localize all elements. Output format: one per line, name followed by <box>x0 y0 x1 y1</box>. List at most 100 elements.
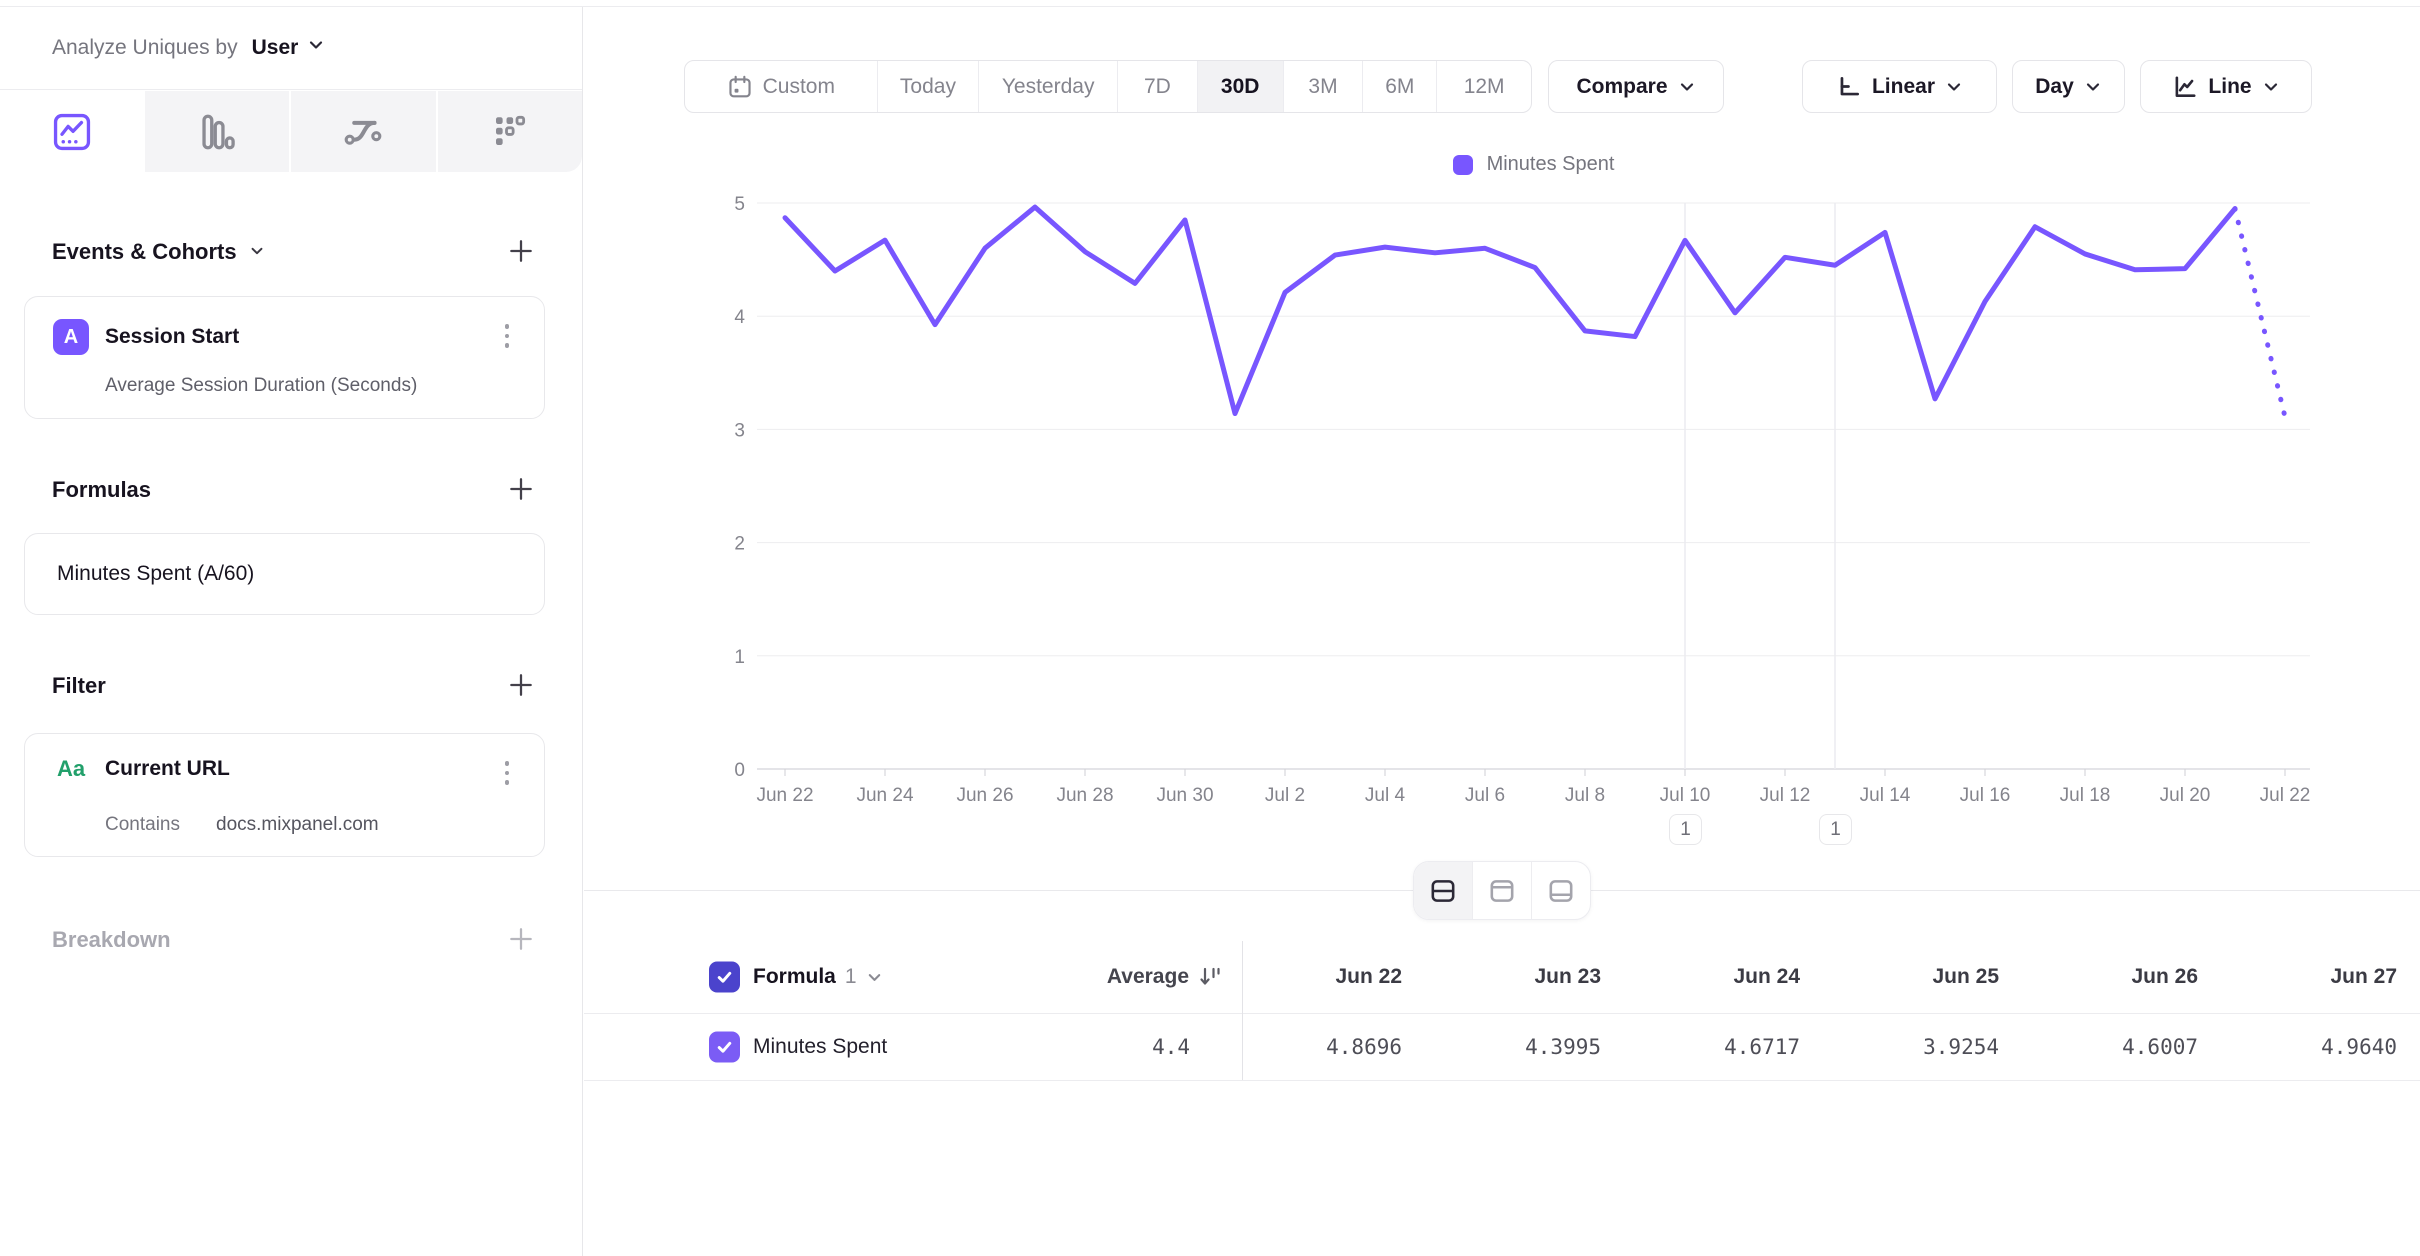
top-border <box>0 6 2420 7</box>
formula-expression: Minutes Spent (A/60) <box>57 562 255 585</box>
date-range-group: Custom Today Yesterday 7D 30D 3M 6M 12M <box>684 60 1532 113</box>
bottom-layout-icon <box>1549 879 1573 902</box>
chevron-down-icon[interactable] <box>249 239 265 265</box>
chevron-down-icon <box>868 973 880 981</box>
filter-header: Filter <box>52 671 106 701</box>
series-line <box>782 204 2238 417</box>
formulas-title: Formulas <box>52 477 152 502</box>
date-range-7d[interactable]: 7D <box>1118 61 1198 112</box>
analyze-by-dropdown[interactable]: User <box>252 36 326 60</box>
annotation-badge[interactable]: 1 <box>1669 814 1702 845</box>
date-range-today[interactable]: Today <box>878 61 980 112</box>
viz-tabs <box>0 91 582 172</box>
viz-tab-bar[interactable] <box>144 91 289 172</box>
row-checkbox[interactable] <box>709 1031 740 1063</box>
legend-swatch <box>1452 154 1473 175</box>
formula-column-index: 1 <box>844 965 857 988</box>
interval-button[interactable]: Day <box>2012 60 2125 113</box>
filter-value[interactable]: docs.mixpanel.com <box>216 814 379 835</box>
chart-type-button[interactable]: Line <box>2140 60 2312 113</box>
table-cell-value: 4.8696 <box>1326 1035 1402 1059</box>
line-chart-icon <box>2175 75 2196 97</box>
table-date-header[interactable]: Jun 23 <box>1534 965 1601 988</box>
date-range-custom[interactable]: Custom <box>685 61 878 112</box>
add-filter-button[interactable] <box>506 671 536 701</box>
date-range-label: 12M <box>1463 74 1505 98</box>
table-date-header[interactable]: Jun 22 <box>1335 965 1402 988</box>
svg-text:Jul 4: Jul 4 <box>1365 785 1406 806</box>
series-line-incomplete <box>2232 206 2288 420</box>
add-formula-button[interactable] <box>506 475 536 505</box>
layout-toggle-chart-only[interactable] <box>1472 862 1531 919</box>
table-column-divider <box>1242 941 1243 1080</box>
svg-text:2: 2 <box>734 534 745 555</box>
select-all-checkbox[interactable] <box>709 961 740 993</box>
svg-text:0: 0 <box>734 760 745 781</box>
breakdown-title: Breakdown <box>52 927 171 952</box>
table-date-header[interactable]: Jun 24 <box>1733 965 1800 988</box>
svg-text:Jul 10: Jul 10 <box>1660 785 1711 806</box>
table-cell-value: 4.6717 <box>1724 1035 1800 1059</box>
formula-card[interactable]: Minutes Spent (A/60) <box>24 533 545 615</box>
line-chart: 0 1 2 3 4 5 Jun 22 Jun 24 Jun 26 Jun 28 Jun 30 Jul … <box>734 194 2311 806</box>
svg-text:Jul 14: Jul 14 <box>1860 785 1911 806</box>
viz-tab-insights[interactable] <box>0 91 145 172</box>
viz-tab-retention[interactable] <box>435 91 582 172</box>
table-date-header[interactable]: Jun 26 <box>2131 965 2198 988</box>
date-range-12m[interactable]: 12M <box>1437 61 1531 112</box>
date-range-label: 7D <box>1143 74 1171 98</box>
layout-toggle-table-only[interactable] <box>1531 862 1590 919</box>
filter-operator[interactable]: Contains <box>105 814 180 835</box>
svg-text:Jun 24: Jun 24 <box>856 785 913 806</box>
compare-button[interactable]: Compare <box>1548 60 1724 113</box>
table-date-header[interactable]: Jun 25 <box>1932 965 1999 988</box>
filter-card[interactable]: Aa Current URL Contains docs.mixpanel.co… <box>24 733 545 857</box>
chart-legend[interactable]: Minutes Spent <box>757 153 2310 176</box>
scale-button[interactable]: Linear <box>1802 60 1997 113</box>
table-cell-value: 4.9640 <box>2321 1035 2397 1059</box>
chevron-down-icon <box>1680 82 1693 91</box>
add-breakdown-button[interactable] <box>506 925 536 955</box>
svg-text:5: 5 <box>734 194 745 215</box>
events-cohorts-title: Events & Cohorts <box>52 239 237 264</box>
event-letter-badge: A <box>53 319 89 355</box>
chart-type-label: Line <box>2208 74 2252 98</box>
date-range-yesterday[interactable]: Yesterday <box>979 61 1118 112</box>
viz-tab-flow[interactable] <box>289 91 436 172</box>
average-column-header[interactable]: Average <box>884 941 1224 1013</box>
svg-text:Jul 22: Jul 22 <box>2260 785 2311 806</box>
date-range-label: 30D <box>1220 74 1260 98</box>
row-series-name: Minutes Spent <box>753 1035 888 1058</box>
date-range-label: Custom <box>762 74 835 98</box>
date-range-label: 3M <box>1308 74 1338 98</box>
add-event-button[interactable] <box>506 237 536 267</box>
svg-text:Jul 16: Jul 16 <box>1960 785 2011 806</box>
string-property-icon: Aa <box>56 756 86 781</box>
svg-text:Jun 22: Jun 22 <box>756 785 813 806</box>
kebab-menu-icon[interactable] <box>492 319 522 353</box>
date-range-3m[interactable]: 3M <box>1284 61 1364 112</box>
date-range-6m[interactable]: 6M <box>1363 61 1438 112</box>
date-range-30d[interactable]: 30D <box>1197 61 1284 112</box>
svg-text:Jul 12: Jul 12 <box>1760 785 1811 806</box>
annotation-badge[interactable]: 1 <box>1819 814 1852 845</box>
event-aggregation[interactable]: Average Session Duration (Seconds) <box>105 375 418 396</box>
svg-text:Jul 6: Jul 6 <box>1465 785 1505 806</box>
chevron-down-icon <box>2086 82 2099 91</box>
events-cohorts-header: Events & Cohorts <box>52 237 265 267</box>
table-row[interactable]: Minutes Spent 4.4 4.8696 4.3995 4.6717 3.92… <box>584 1014 2420 1081</box>
formula-column-dropdown[interactable]: Formula 1 <box>753 965 883 989</box>
event-card[interactable]: A Session Start Average Session Duration… <box>24 296 545 419</box>
layout-toggle-split[interactable] <box>1414 862 1472 919</box>
main-panel: 0 1 2 3 4 5 Jun 22 Jun 24 Jun 26 Jun 28 Jun 30 Jul … <box>584 0 2420 1256</box>
layout-toggle-group <box>1413 861 1591 920</box>
compare-label: Compare <box>1576 74 1668 98</box>
linear-scale-icon <box>1840 76 1860 95</box>
row-average-value: 4.4 <box>1152 1035 1190 1059</box>
svg-text:Jun 28: Jun 28 <box>1056 785 1113 806</box>
kebab-menu-icon[interactable] <box>492 756 522 790</box>
svg-text:Jun 26: Jun 26 <box>956 785 1013 806</box>
analyze-by-value: User <box>251 36 299 59</box>
table-date-header[interactable]: Jun 27 <box>2330 965 2397 988</box>
